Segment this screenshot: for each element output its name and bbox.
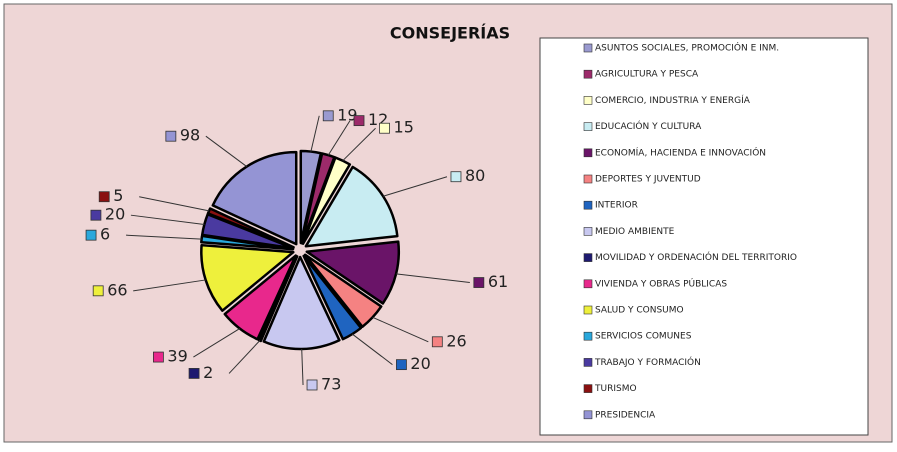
leader-line xyxy=(351,333,393,366)
pie-slice xyxy=(305,240,400,305)
label-swatch xyxy=(396,359,407,371)
data-label: 73 xyxy=(321,374,341,393)
legend-label: TRABAJO Y FORMACIÓN xyxy=(594,356,701,368)
legend-swatch xyxy=(583,69,593,79)
data-label: 98 xyxy=(180,126,200,145)
legend-label: SALUD Y CONSUMO xyxy=(595,306,684,316)
data-label: 61 xyxy=(488,272,508,291)
legend-label: ECONOMÍA, HACIENDA E INNOVACIÓN xyxy=(595,146,766,158)
label-swatch xyxy=(431,336,443,348)
legend-label: EDUCACIÓN Y CULTURA xyxy=(595,120,702,132)
legend-swatch xyxy=(583,410,593,420)
label-swatch xyxy=(450,171,462,183)
leader-line xyxy=(372,316,429,343)
legend-label: COMERCIO, INDUSTRIA Y ENERGÍA xyxy=(595,94,751,106)
label-swatch xyxy=(379,122,390,134)
label-swatch xyxy=(90,209,102,221)
legend-label: SERVICIOS COMUNES xyxy=(595,332,692,342)
label-swatch xyxy=(165,130,177,142)
label-swatch xyxy=(473,277,485,288)
leader-line xyxy=(205,135,248,167)
label-swatch xyxy=(98,191,110,203)
legend-label: INTERIOR xyxy=(595,201,638,211)
label-swatch xyxy=(85,229,97,241)
data-label: 19 xyxy=(337,105,357,124)
legend-label: DEPORTES Y JUVENTUD xyxy=(595,175,701,185)
leader-line xyxy=(327,120,351,156)
legend-swatch xyxy=(583,200,593,210)
leader-line xyxy=(126,234,202,240)
leader-line xyxy=(310,115,320,152)
pie-slice xyxy=(303,253,383,328)
label-swatch xyxy=(92,285,104,297)
leader-line xyxy=(396,273,470,284)
leader-line xyxy=(382,176,448,197)
legend-label: AGRICULTURA Y PESCA xyxy=(595,70,699,80)
legend-label: VIVIENDA Y OBRAS PÚBLICAS xyxy=(595,277,727,289)
pie-slice xyxy=(206,207,295,249)
legend-swatch xyxy=(583,384,593,393)
legend-swatch xyxy=(583,358,593,367)
label-swatch xyxy=(353,115,365,127)
data-label: 39 xyxy=(167,347,187,366)
leader-line xyxy=(139,196,210,212)
data-label: 20 xyxy=(105,205,125,224)
leader-line xyxy=(133,279,206,292)
legend-swatch xyxy=(583,96,593,105)
legend-swatch xyxy=(583,174,593,184)
data-label: 80 xyxy=(465,166,485,185)
legend-label: PRESIDENCIA xyxy=(595,410,656,420)
label-swatch xyxy=(188,368,200,379)
chart-title: CONSEJERÍAS xyxy=(390,24,510,43)
data-label: 26 xyxy=(446,331,466,350)
label-swatch xyxy=(152,351,164,363)
legend-label: MOVILIDAD Y ORDENACIÓN DEL TERRITORIO xyxy=(595,251,797,263)
data-label: 15 xyxy=(394,118,414,137)
data-label: 2 xyxy=(203,363,213,382)
legend-box xyxy=(539,37,869,436)
leader-line xyxy=(130,214,205,225)
label-swatch xyxy=(306,379,318,391)
data-label: 66 xyxy=(107,280,127,299)
data-label: 6 xyxy=(100,225,110,244)
leader-line xyxy=(342,127,376,162)
legend-label: ASUNTOS SOCIALES, PROMOCIÓN E INM. xyxy=(595,42,779,54)
data-label: 5 xyxy=(113,186,123,205)
label-swatch xyxy=(322,110,334,122)
legend-swatch xyxy=(583,227,593,236)
legend-label: MEDIO AMBIENTE xyxy=(595,227,675,237)
leader-line xyxy=(228,340,261,374)
legend-swatch xyxy=(583,279,593,289)
leader-line xyxy=(193,328,240,358)
leader-line xyxy=(301,348,304,385)
legend-swatch xyxy=(583,331,593,341)
legend-swatch xyxy=(583,148,593,158)
pie-slice xyxy=(223,254,297,341)
legend-swatch xyxy=(583,253,593,262)
legend-swatch xyxy=(583,122,593,131)
pie-slice xyxy=(200,243,295,312)
legend-swatch xyxy=(583,305,593,315)
pie-slice xyxy=(262,255,341,351)
legend-label: TURISMO xyxy=(594,384,637,394)
data-label: 20 xyxy=(410,354,430,373)
legend-swatch xyxy=(583,43,593,53)
pie-slice xyxy=(304,165,399,248)
